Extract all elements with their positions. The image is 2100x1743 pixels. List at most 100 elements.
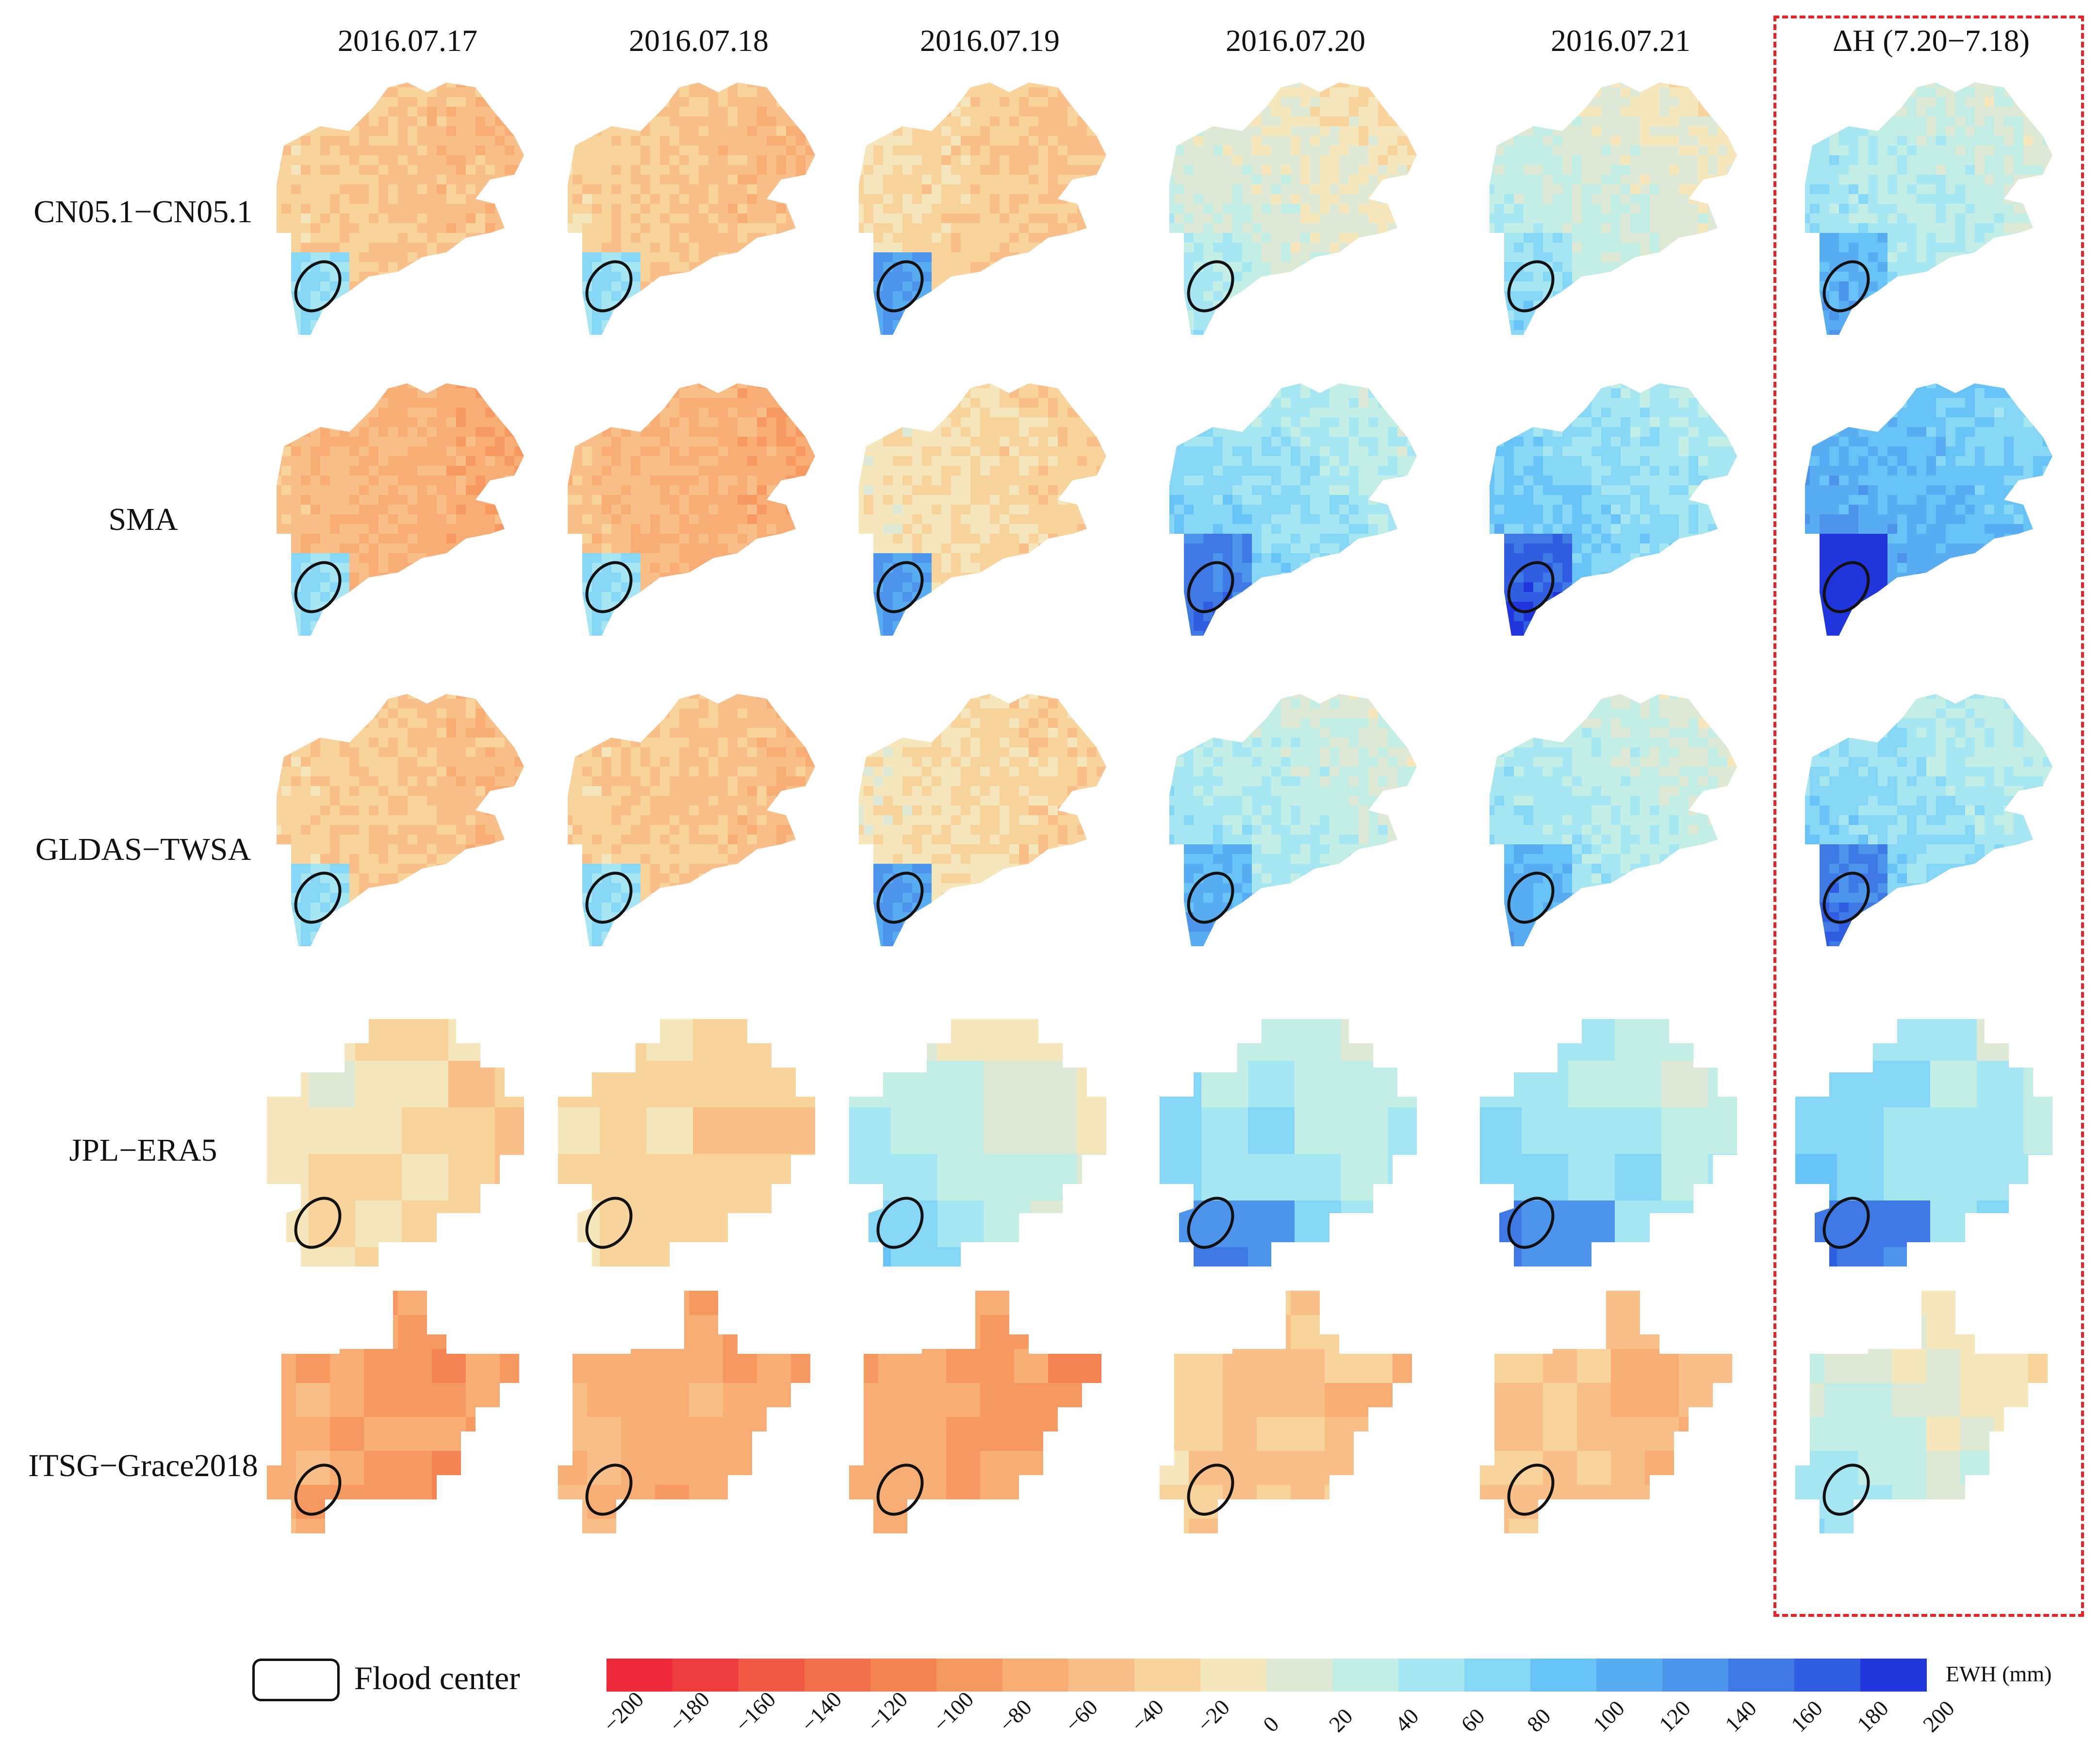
map-cell bbox=[359, 408, 369, 418]
map-cell bbox=[1359, 87, 1369, 98]
map-cell bbox=[805, 146, 815, 156]
map-cell bbox=[1553, 262, 1563, 272]
map-cell bbox=[359, 427, 369, 437]
map-cell bbox=[1019, 291, 1029, 301]
map-cell bbox=[456, 301, 466, 311]
map-cell bbox=[980, 165, 990, 175]
map-cell bbox=[1349, 194, 1359, 204]
map-cell bbox=[893, 116, 903, 127]
map-cell bbox=[1067, 301, 1078, 311]
map-cell bbox=[650, 291, 660, 301]
map-cell bbox=[320, 97, 330, 107]
map-cell bbox=[912, 146, 922, 156]
map-cell bbox=[1368, 136, 1378, 146]
map-cell bbox=[1058, 87, 1068, 98]
map-cell bbox=[873, 311, 884, 321]
map-cell bbox=[476, 146, 486, 156]
map-cell bbox=[369, 204, 379, 214]
map-cell bbox=[631, 194, 641, 204]
map-cell bbox=[970, 146, 981, 156]
map-cell bbox=[495, 214, 505, 224]
map-cell bbox=[359, 136, 369, 146]
map-cell bbox=[980, 252, 990, 263]
map-cell bbox=[311, 427, 321, 437]
map-cell bbox=[1194, 116, 1204, 127]
map-cell bbox=[476, 175, 486, 185]
map-cell bbox=[476, 87, 486, 98]
map-cell bbox=[1300, 97, 1311, 107]
map-cell bbox=[650, 243, 660, 253]
map-cell bbox=[805, 320, 815, 330]
map-cell bbox=[553, 243, 563, 253]
map-cell bbox=[592, 136, 602, 146]
map-cell bbox=[378, 340, 389, 349]
map-cell bbox=[1213, 155, 1223, 165]
map-cell bbox=[970, 291, 981, 301]
map-cell bbox=[1621, 204, 1631, 214]
map-cell bbox=[1562, 87, 1573, 98]
map-cell bbox=[1174, 146, 1184, 156]
map-cell bbox=[922, 262, 932, 272]
map-cell bbox=[1630, 291, 1641, 301]
map-cell bbox=[1203, 82, 1214, 88]
map-cell bbox=[980, 291, 990, 301]
map-cell bbox=[1543, 223, 1553, 233]
map-cell bbox=[427, 233, 437, 243]
map-cell bbox=[1689, 311, 1699, 321]
map-cell bbox=[1378, 340, 1388, 349]
map-cell bbox=[1640, 126, 1650, 136]
map-cell bbox=[1572, 340, 1582, 349]
map-cell bbox=[2033, 146, 2043, 156]
map-cell bbox=[776, 330, 787, 335]
map-cell bbox=[1659, 97, 1670, 107]
map-cell bbox=[873, 330, 884, 335]
map-cell bbox=[805, 311, 815, 321]
map-cell bbox=[1087, 330, 1097, 335]
map-cell bbox=[311, 330, 321, 335]
map-cell bbox=[1897, 214, 1907, 224]
map-cell bbox=[1310, 126, 1320, 136]
map-cell bbox=[1887, 223, 1898, 233]
map-cell bbox=[553, 233, 563, 243]
map-cell bbox=[1572, 311, 1582, 321]
map-cell bbox=[1169, 311, 1175, 321]
row-label: SMA bbox=[108, 502, 178, 537]
map-cell bbox=[786, 126, 796, 136]
map-cell bbox=[466, 82, 476, 88]
map-cell bbox=[815, 291, 825, 301]
map-cell bbox=[349, 272, 360, 282]
map-cell bbox=[1368, 330, 1378, 335]
map-cell bbox=[1067, 136, 1078, 146]
map-cell bbox=[1514, 330, 1524, 335]
map-cell bbox=[311, 82, 321, 88]
map-cell bbox=[1320, 165, 1330, 175]
map-cell bbox=[738, 320, 748, 330]
map-cell bbox=[602, 165, 612, 175]
map-cell bbox=[369, 165, 379, 175]
map-cell bbox=[277, 97, 282, 107]
map-cell bbox=[485, 204, 495, 214]
map-cell bbox=[922, 291, 932, 301]
map-cell bbox=[514, 116, 524, 127]
map-cell bbox=[311, 126, 321, 136]
map-cell bbox=[1985, 146, 1995, 156]
map-cell bbox=[1965, 136, 1975, 146]
map-cell bbox=[1562, 291, 1573, 301]
map-cell bbox=[660, 272, 670, 282]
map-cell bbox=[951, 126, 961, 136]
map-cell bbox=[505, 97, 515, 107]
map-cell bbox=[738, 291, 748, 301]
map-cell bbox=[1174, 291, 1184, 301]
map-cell bbox=[291, 383, 301, 389]
map-cell bbox=[1106, 223, 1116, 233]
map-cell bbox=[1621, 301, 1631, 311]
map-cell bbox=[844, 97, 854, 107]
map-cell bbox=[1839, 136, 1849, 146]
map-cell bbox=[932, 194, 942, 204]
map-cell bbox=[990, 281, 1000, 292]
map-cell bbox=[330, 437, 340, 447]
map-cell bbox=[1553, 243, 1563, 253]
map-cell bbox=[932, 223, 942, 233]
map-cell bbox=[417, 184, 427, 195]
map-cell bbox=[320, 214, 330, 224]
